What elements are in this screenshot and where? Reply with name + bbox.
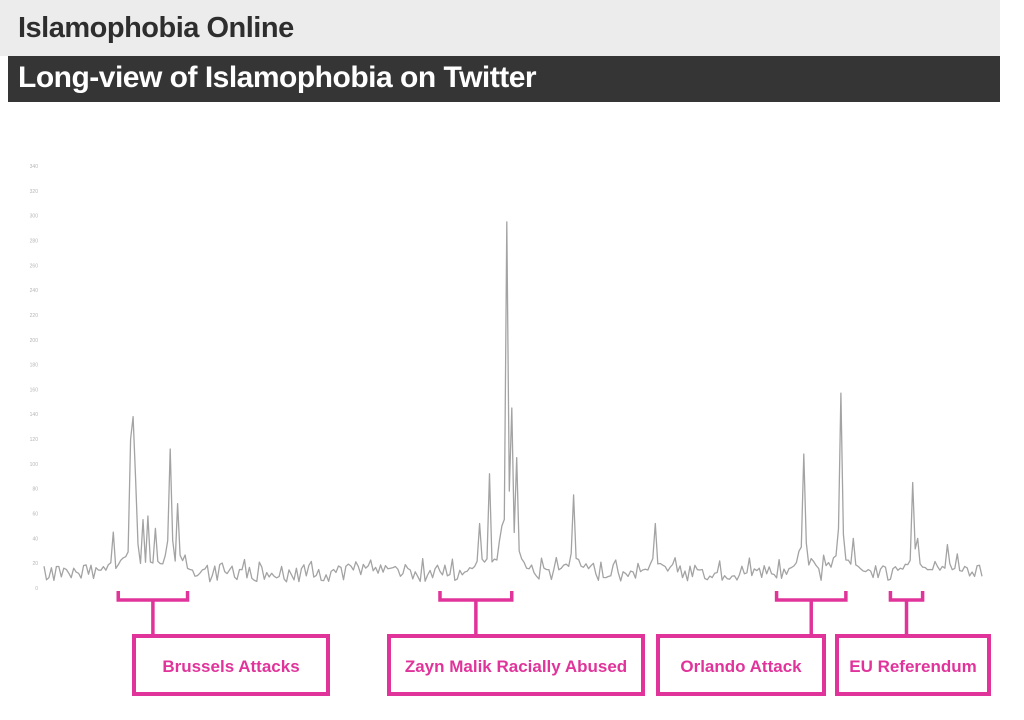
y-tick-label: 300: [30, 214, 39, 220]
annotation-bracket: [774, 591, 848, 602]
annotation-label: Orlando Attack: [680, 657, 802, 676]
y-tick-label: 340: [30, 164, 39, 170]
subtitle-banner: Long-view of Islamophobia on Twitter: [8, 56, 1000, 102]
y-tick-label: 40: [32, 536, 38, 542]
annotation-label: EU Referendum: [849, 657, 977, 676]
annotation-label: Zayn Malik Racially Abused: [405, 657, 627, 676]
y-tick-label: 220: [30, 313, 39, 319]
annotation-box: [387, 634, 645, 696]
y-tick-label: 240: [30, 288, 39, 294]
annotation-label: Brussels Attacks: [162, 657, 299, 676]
y-tick-label: 60: [32, 512, 38, 518]
chart-title: Long-view of Islamophobia on Twitter: [18, 61, 537, 94]
y-tick-label: 140: [30, 412, 39, 418]
annotation-box: [132, 634, 330, 696]
y-tick-label: 260: [30, 263, 39, 269]
y-tick-label: 100: [30, 462, 39, 468]
annotation-box: [656, 634, 826, 696]
header-strip: [0, 0, 1000, 56]
y-tick-label: 280: [30, 238, 39, 244]
page-title: Islamophobia Online: [18, 12, 294, 44]
y-tick-label: 0: [35, 586, 38, 592]
y-tick-label: 20: [32, 561, 38, 567]
y-tick-label: 160: [30, 387, 39, 393]
y-tick-label: 120: [30, 437, 39, 443]
y-tick-label: 180: [30, 363, 39, 369]
y-tick-label: 320: [30, 189, 39, 195]
y-tick-label: 200: [30, 338, 39, 344]
annotation-bracket: [438, 591, 514, 602]
annotation-bracket: [116, 591, 190, 602]
annotation-box: [835, 634, 991, 696]
y-tick-label: 80: [32, 487, 38, 493]
series-line: [43, 221, 983, 583]
annotation-bracket: [888, 591, 925, 602]
